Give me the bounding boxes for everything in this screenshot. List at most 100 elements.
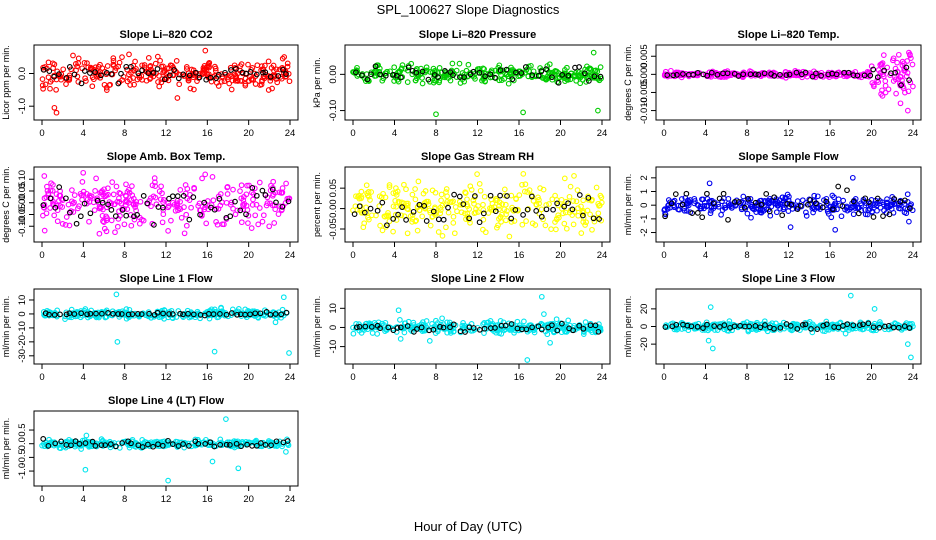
data-point — [245, 61, 251, 68]
data-point — [58, 76, 64, 83]
data-point — [376, 68, 383, 75]
data-point — [467, 183, 474, 190]
data-point — [41, 173, 48, 179]
y-tick-label: 0 — [639, 203, 650, 208]
x-tick-label: 0 — [350, 372, 355, 383]
data-point — [364, 192, 371, 199]
half-hour-mean-point — [93, 310, 99, 317]
data-point — [875, 67, 882, 73]
half-hour-mean-point — [382, 72, 389, 79]
data-point — [80, 188, 87, 195]
data-point — [121, 221, 128, 228]
x-tick-label: 0 — [661, 372, 666, 383]
half-hour-mean-point — [119, 440, 126, 446]
half-hour-mean-point — [180, 311, 186, 318]
data-point — [245, 220, 251, 226]
data-point — [237, 188, 243, 194]
half-hour-mean-point — [217, 311, 223, 317]
outlier-point — [395, 307, 402, 314]
data-point — [476, 181, 483, 187]
data-point — [566, 193, 573, 200]
data-point — [127, 82, 134, 88]
data-point — [70, 209, 77, 215]
x-tick-label: 20 — [866, 250, 877, 261]
data-point — [707, 210, 714, 217]
y-axis-label: ml/min per min. — [312, 296, 322, 358]
data-point — [709, 68, 716, 75]
y-tick-label: 0.0 — [17, 437, 28, 450]
data-point — [418, 65, 424, 72]
half-hour-mean-point — [538, 326, 545, 333]
data-point — [100, 218, 106, 225]
data-point — [480, 207, 487, 213]
data-point — [284, 60, 291, 67]
half-hour-mean-point — [854, 72, 861, 79]
half-hour-mean-point — [818, 72, 824, 79]
x-tick-label: 16 — [514, 250, 525, 261]
data-point — [596, 203, 602, 209]
outlier-point — [847, 292, 854, 299]
half-hour-mean-point — [102, 442, 109, 448]
data-point — [173, 58, 180, 64]
x-tick-label: 24 — [597, 372, 608, 383]
half-hour-mean-point — [418, 324, 425, 331]
outlier-point — [280, 294, 287, 301]
half-hour-mean-point — [576, 192, 583, 198]
data-point — [877, 204, 884, 211]
x-tick-label: 24 — [285, 128, 296, 139]
data-point — [537, 65, 543, 71]
data-point — [865, 202, 872, 209]
data-point — [358, 194, 365, 200]
outlier-point — [547, 339, 553, 346]
half-hour-mean-point — [285, 198, 292, 205]
outlier-point — [709, 345, 716, 352]
half-hour-mean-point — [138, 311, 145, 317]
half-hour-mean-point — [385, 324, 392, 331]
half-hour-mean-point — [159, 442, 166, 449]
data-point — [895, 51, 902, 58]
data-point — [376, 203, 383, 209]
data-point — [42, 81, 49, 88]
data-point — [488, 204, 495, 211]
data-point — [425, 198, 431, 205]
half-hour-mean-point — [430, 326, 437, 333]
data-point — [367, 197, 373, 203]
y-tick-label: -0.05 — [17, 204, 28, 226]
data-point — [203, 66, 210, 73]
outlier-point — [83, 432, 90, 439]
half-hour-mean-point — [590, 215, 597, 222]
outlier-point — [908, 55, 914, 61]
data-point — [103, 84, 110, 91]
data-point — [374, 331, 381, 337]
x-tick-label: 12 — [472, 128, 483, 139]
half-hour-mean-point — [903, 64, 910, 71]
data-point — [748, 214, 754, 221]
half-hour-mean-point — [504, 193, 510, 199]
data-point — [363, 204, 369, 211]
x-tick-label: 0 — [39, 128, 44, 139]
half-hour-mean-point — [66, 64, 73, 70]
data-point — [508, 64, 514, 71]
half-hour-mean-point — [807, 197, 814, 203]
half-hour-mean-point — [40, 436, 47, 442]
half-hour-mean-point — [425, 76, 432, 83]
half-hour-mean-point — [165, 437, 171, 444]
half-hour-mean-point — [267, 311, 274, 318]
half-hour-mean-point — [160, 204, 166, 211]
half-hour-mean-point — [752, 199, 759, 206]
half-hour-mean-point — [169, 441, 176, 447]
data-point — [433, 317, 439, 324]
half-hour-mean-point — [398, 74, 404, 81]
half-hour-mean-point — [716, 324, 723, 330]
data-point — [88, 193, 95, 200]
half-hour-mean-point — [110, 310, 116, 317]
half-hour-mean-point — [150, 443, 156, 450]
half-hour-mean-point — [390, 216, 397, 222]
half-hour-mean-point — [865, 320, 872, 327]
data-point — [504, 208, 510, 214]
data-point — [403, 186, 409, 193]
data-point — [728, 204, 735, 211]
half-hour-mean-point — [716, 195, 723, 202]
half-hour-mean-point — [492, 325, 498, 331]
data-point — [893, 90, 899, 97]
